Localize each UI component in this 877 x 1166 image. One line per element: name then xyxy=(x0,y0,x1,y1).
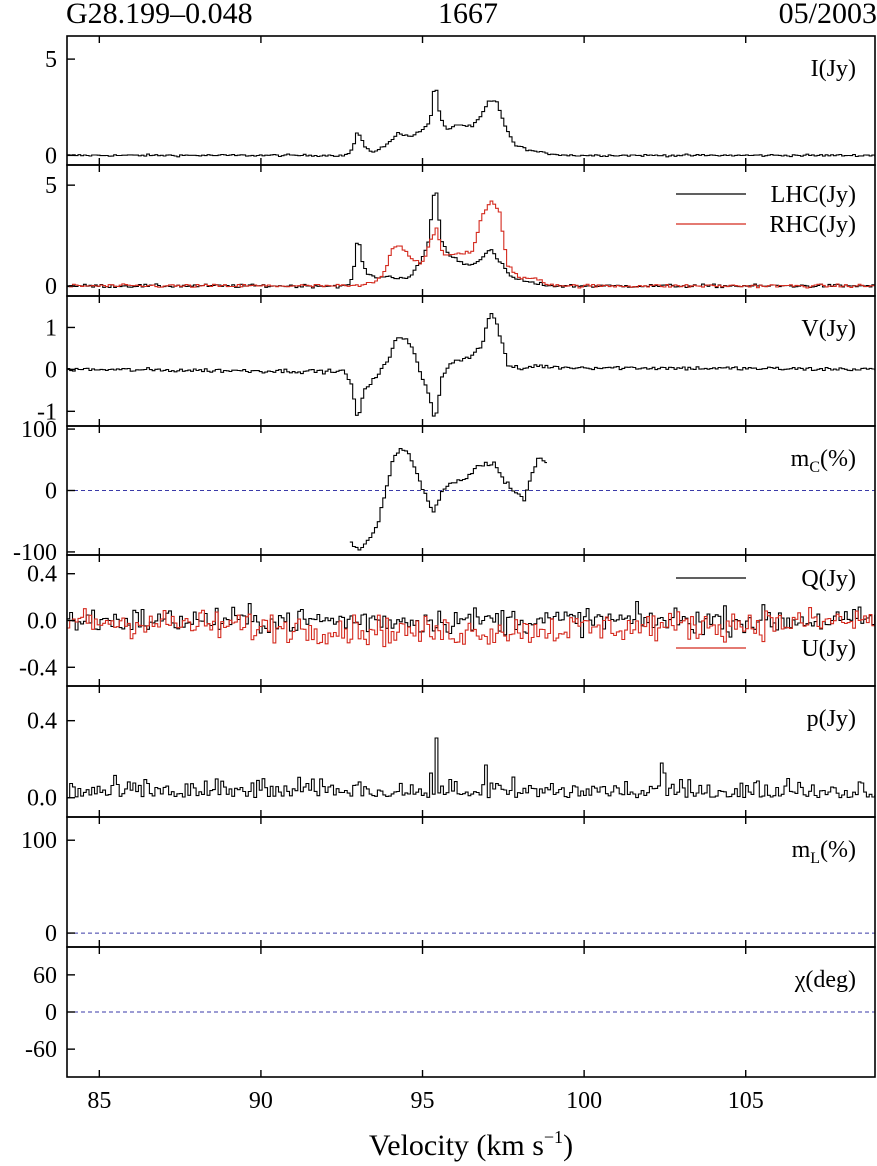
ytick-label-I-0: 5 xyxy=(45,47,57,73)
panel-frame-V xyxy=(66,295,876,427)
panel-p: 0.4 0.0 p(Jy) xyxy=(27,685,876,818)
ytick-label-V-0: 1 xyxy=(45,315,57,341)
ytick-label-QU-2: -0.4 xyxy=(19,655,57,681)
xtick-label-4: 105 xyxy=(728,1088,764,1114)
legend-label-QU-1: U(Jy) xyxy=(801,636,856,662)
series-QU-1 xyxy=(67,607,875,648)
legend-label-LR-1: RHC(Jy) xyxy=(769,212,856,238)
series-QU-0 xyxy=(67,600,875,639)
xtick-label-0: 85 xyxy=(87,1088,111,1114)
series-V-0 xyxy=(67,313,875,417)
panel-frame-I xyxy=(66,35,876,166)
series-LR-0 xyxy=(67,192,875,289)
ytick-label-QU-0: 0.4 xyxy=(27,562,57,588)
ytick-label-mC-0: 100 xyxy=(21,417,57,443)
observation-date: 05/2003 xyxy=(778,0,877,30)
series-LR-1 xyxy=(67,200,875,289)
ytick-label-I-1: 0 xyxy=(45,143,57,169)
ytick-label-mC-2: -100 xyxy=(13,540,57,566)
panel-label-mL: mL(%) xyxy=(792,837,856,867)
series-p-0 xyxy=(67,737,875,799)
ytick-label-mC-1: 0 xyxy=(45,479,57,505)
panel-chi: 60 0 -60 χ(deg) xyxy=(25,946,876,1078)
panel-frame-p xyxy=(66,685,876,818)
panel-V: 1 0 -1 V(Jy) xyxy=(37,295,876,427)
ytick-label-LR-0: 5 xyxy=(45,173,57,199)
panel-mL: 100 0 mL(%) xyxy=(21,816,876,948)
ytick-label-V-2: -1 xyxy=(37,399,57,425)
ytick-label-LR-1: 0 xyxy=(45,274,57,300)
frequency-label: 1667 xyxy=(438,0,498,30)
panel-label-I: I(Jy) xyxy=(811,56,856,82)
panel-I: 5 0 I(Jy) xyxy=(45,35,876,169)
series-mC-0 xyxy=(349,448,547,551)
panel-label-p: p(Jy) xyxy=(807,706,856,732)
panel-frame-mL xyxy=(66,816,876,948)
panel-label-mC: mC(%) xyxy=(791,446,856,476)
series-I-0 xyxy=(67,89,875,158)
ytick-label-QU-1: 0.0 xyxy=(27,609,57,635)
ytick-label-p-1: 0.0 xyxy=(27,786,57,812)
xtick-label-2: 95 xyxy=(411,1088,435,1114)
panel-label-V: V(Jy) xyxy=(801,316,856,342)
xtick-label-3: 100 xyxy=(566,1088,602,1114)
ytick-label-mL-0: 100 xyxy=(21,828,57,854)
panel-frame-LR xyxy=(66,164,876,297)
legend-label-LR-0: LHC(Jy) xyxy=(771,182,856,208)
ytick-label-chi-1: 0 xyxy=(45,1000,57,1026)
ytick-label-mL-1: 0 xyxy=(45,921,57,947)
ytick-label-p-0: 0.4 xyxy=(27,709,57,735)
panel-label-chi: χ(deg) xyxy=(794,967,856,993)
xtick-label-1: 90 xyxy=(249,1088,273,1114)
panel-QU: 0.4 0.0 -0.4 Q(Jy) U(Jy) xyxy=(19,554,876,687)
source-name: G28.199–0.048 xyxy=(66,0,253,30)
ytick-label-chi-0: 60 xyxy=(33,963,57,989)
panel-mC: 100 0 -100 mC(%) xyxy=(13,417,876,566)
legend-label-QU-0: Q(Jy) xyxy=(801,566,856,592)
ytick-label-V-1: 0 xyxy=(45,357,57,383)
x-axis-title: Velocity (km s−1) xyxy=(369,1127,573,1162)
panel-LR: 5 0 LHC(Jy) RHC(Jy) xyxy=(45,164,876,300)
ytick-label-chi-2: -60 xyxy=(25,1037,57,1063)
